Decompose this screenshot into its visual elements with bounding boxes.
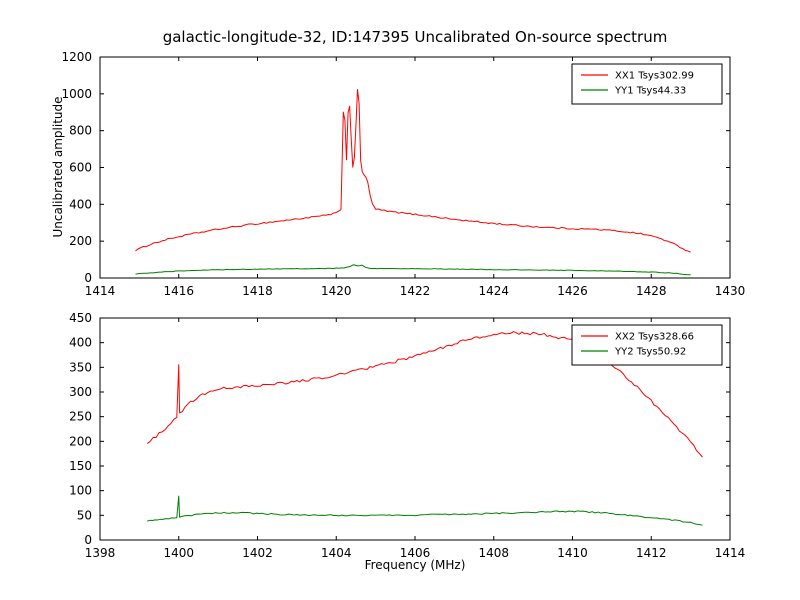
x-tick-label: 1430 [715,284,746,298]
x-tick-label: 1424 [478,284,509,298]
x-tick-label: 1418 [242,284,273,298]
x-tick-label: 1400 [163,546,194,560]
y-tick-label: 350 [69,360,92,374]
x-tick-label: 1414 [85,284,116,298]
y-tick-label: 1200 [61,50,92,64]
y-tick-label: 1000 [61,87,92,101]
y-tick-label: 250 [69,410,92,424]
figure-title: galactic-longitude-32, ID:147395 Uncalib… [162,28,668,46]
y-tick-label: 150 [69,459,92,473]
x-tick-label: 1414 [715,546,746,560]
x-tick-label: 1408 [478,546,509,560]
series-line-yy2 [147,495,703,526]
x-axis-label: Frequency (MHz) [364,558,466,572]
y-tick-label: 200 [69,434,92,448]
x-tick-label: 1406 [400,546,431,560]
x-tick-label: 1410 [557,546,588,560]
y-tick-label: 0 [84,271,92,285]
y-tick-label: 800 [69,124,92,138]
y-tick-label: 450 [69,311,92,325]
y-tick-label: 200 [69,234,92,248]
x-tick-label: 1426 [557,284,588,298]
series-line-xx1 [135,88,691,253]
legend-label: XX1 Tsys302.99 [615,71,694,82]
x-tick-label: 1420 [321,284,352,298]
y-tick-label: 400 [69,336,92,350]
legend-box [571,63,723,105]
x-tick-label: 1422 [400,284,431,298]
y-tick-label: 0 [84,533,92,547]
y-tick-label: 100 [69,484,92,498]
x-tick-label: 1404 [321,546,352,560]
x-tick-label: 1416 [163,284,194,298]
legend-label: YY1 Tsys44.33 [614,86,686,97]
x-tick-label: 1412 [636,546,667,560]
legend: XX2 Tsys328.66 YY2 Tsys50.92 [571,324,723,366]
x-tick-label: 1398 [85,546,116,560]
legend-box [571,324,723,366]
y-tick-label: 400 [69,197,92,211]
legend-label: XX2 Tsys328.66 [615,332,694,343]
subplot-1: 1414 1416 1418 1420 1422 1424 1426 1428 1430 0 200… [61,50,745,298]
y-tick-label: 50 [77,508,92,522]
legend-label: YY2 Tsys50.92 [614,347,686,358]
y-tick-label: 300 [69,385,92,399]
legend: XX1 Tsys302.99 YY1 Tsys44.33 [571,63,723,105]
x-tick-label: 1402 [242,546,273,560]
y-tick-label: 600 [69,161,92,175]
x-tick-label: 1428 [636,284,667,298]
series-line-yy1 [135,264,691,276]
subplot-2: 1398 1400 1402 1404 1406 1408 1410 1412 1414 0 50 1… [69,311,745,560]
